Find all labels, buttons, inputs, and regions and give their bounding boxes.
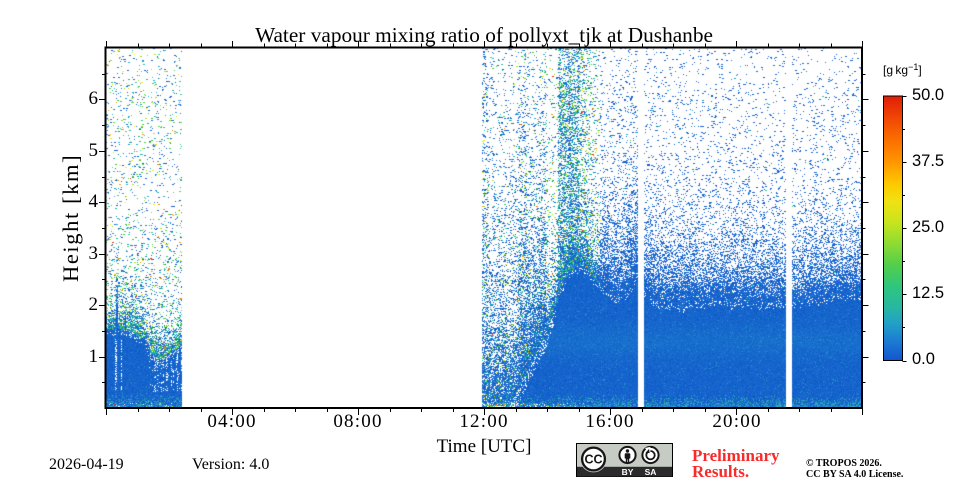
- svg-text:CC: CC: [584, 453, 602, 467]
- svg-text:BY: BY: [622, 467, 634, 477]
- svg-text:SA: SA: [645, 467, 657, 477]
